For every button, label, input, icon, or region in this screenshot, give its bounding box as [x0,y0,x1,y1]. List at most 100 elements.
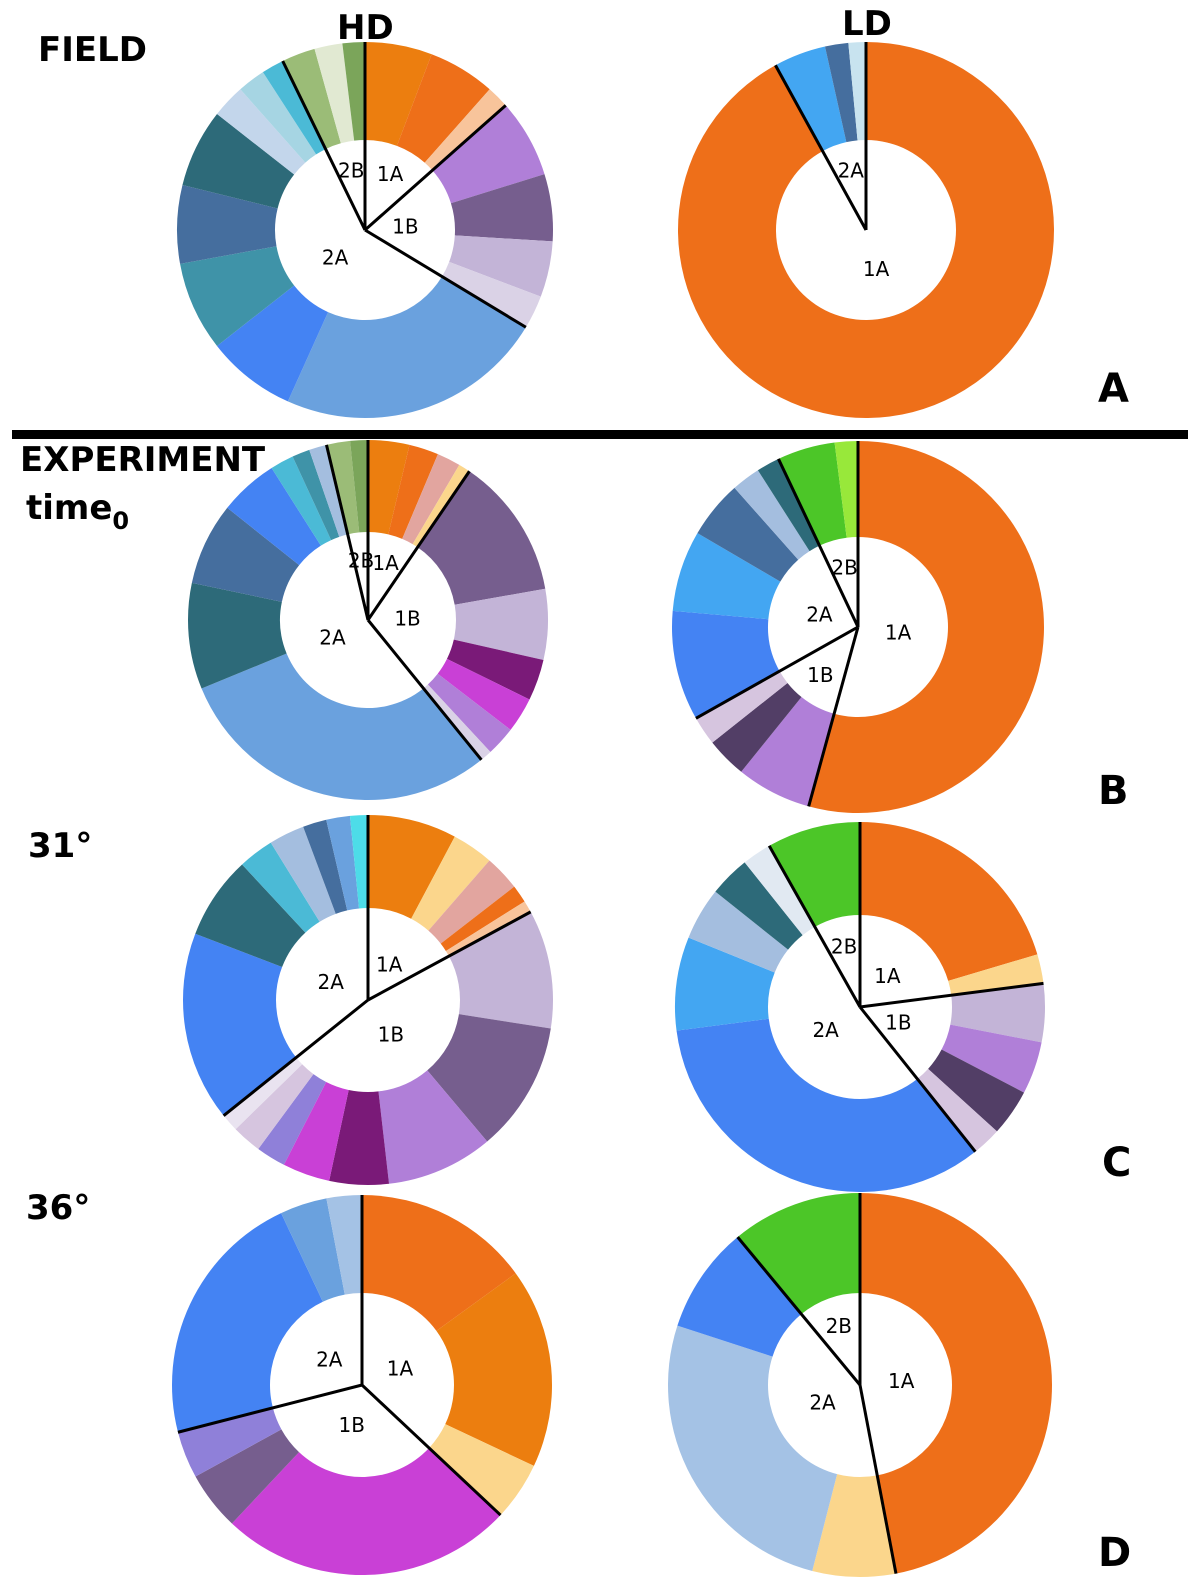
donut-slice-1a-1 [860,1193,1053,1574]
donut-slice-2a-4 [227,467,321,566]
donut-slice-1b-3 [695,671,788,743]
group-divider-line-2 [774,64,868,231]
group-label-2b: 2B [831,934,857,958]
group-label-1a: 1A [372,551,399,575]
donut-slice-1b-4 [442,261,541,328]
group-label-1b: 1B [378,1022,404,1046]
donut-slice-2a-5 [182,114,295,209]
donut-slice-1b-2 [453,588,548,661]
donut-slice-1b-2 [941,1024,1042,1093]
donut-slice-2b-1 [326,440,360,535]
donut-slice-2a-7 [240,72,317,163]
donut-field-hd: 1A 1B 2A 2B [176,42,553,418]
donut-slice-1a-3 [424,89,506,171]
donut-slice-1b-6 [258,1074,327,1165]
donut-slice-2a-2 [188,582,287,689]
donut-31-hd: 1A 1B 2A [183,815,553,1185]
group-divider-line-4 [767,845,862,1008]
group-label-2a: 2A [316,1348,343,1372]
donut-slice-1b-8 [223,1057,303,1130]
donut-slice-2a-8 [262,60,326,155]
donut-slice-2a-2 [217,285,329,402]
donut-slice-1a-1 [365,42,432,146]
group-label-2b: 2B [831,555,857,579]
group-label-1a: 1A [885,620,912,644]
group-label-2a: 2A [812,1018,839,1042]
group-divider-line-3 [736,1236,862,1386]
donut-slice-1b-3 [446,639,544,700]
donut-slice-2a-1 [676,1018,976,1192]
group-label-2a: 2A [322,245,349,269]
group-divider-line-2 [367,910,532,1002]
donut-slice-2a-2 [675,937,775,1031]
group-divider-line-3 [858,1006,977,1153]
donut-slice-1b-4 [437,658,530,730]
donut-slice-1b-1 [417,471,546,605]
donut-slice-1a-3 [402,454,460,545]
donut-slice-1a-3 [428,860,515,944]
donut-slice-2a-1 [775,46,847,152]
panel-label-c: C [1102,1140,1132,1186]
group-divider-line-3 [366,619,483,761]
donut-slice-1b-5 [283,1081,349,1181]
donut-slice-1b-1 [741,697,835,807]
donut-slice-1a-1 [678,42,1054,418]
group-label-1b: 1B [885,1011,911,1035]
donut-slice-2a-2 [824,42,858,143]
row-label-experiment: EXPERIMENT [20,440,266,480]
donut-slice-2b-3 [342,42,365,141]
group-label-1a: 1A [377,162,404,186]
donut-slice-1a-3 [429,1424,534,1516]
donut-slice-2a-1 [172,1213,323,1433]
column-header-hd: HD [337,8,394,48]
donut-slice-2a-4 [176,185,278,264]
donut-slice-1b-4 [917,1068,997,1152]
donut-slice-1b-2 [450,174,553,242]
donut-slice-2a-3 [677,1237,802,1357]
donut-slice-2a-5 [271,456,332,546]
donut-slice-2a-5 [757,458,820,552]
donut-slice-1a-1 [362,1195,516,1331]
donut-slice-2a-1 [201,653,482,800]
donut-slice-2b-2 [834,441,858,538]
time-label-subscript: 0 [112,507,130,535]
donut-slice-2a-5 [303,819,348,914]
group-label-2b: 2B [338,158,364,182]
donut-slice-1b-3 [449,235,553,297]
donut-slice-2b-1 [282,48,341,150]
donut-slice-1a-1 [860,822,1038,981]
section-divider [12,430,1188,439]
donut-slice-2b-2 [314,43,355,144]
group-divider-line-2 [807,626,860,807]
donut-36-ld: 1A 2A 2B [668,1193,1053,1577]
donut-slice-1a-4 [440,886,525,952]
group-label-1a: 1A [874,964,901,988]
donut-slice-2a-4 [734,470,810,560]
donut-slice-1a-2 [388,444,438,539]
row-label-field: FIELD [38,30,147,70]
group-divider-line-4 [777,458,860,628]
group-label-2a: 2A [809,1391,836,1415]
donut-slice-2a-3 [688,891,789,973]
donut-slice-1b-1 [231,1447,501,1575]
donut-slice-2a-3 [697,487,799,582]
donut-31-ld: 1A 1B 2A 2B [675,822,1045,1192]
group-divider-line-3 [177,1383,363,1434]
donut-slice-1b-3 [928,1049,1025,1132]
donut-slice-1b-3 [177,1407,282,1477]
donut-slice-2a-6 [326,815,360,911]
panel-label-d: D [1098,1530,1132,1576]
donut-field-ld: 1A 2A [678,42,1054,418]
donut-slice-2a-1 [812,1474,896,1577]
time-label-base: time [26,488,113,528]
group-label-2a: 2A [319,625,346,649]
donut-slice-1b-2 [712,682,802,772]
donut-slice-2a-3 [848,42,866,141]
donut-slice-1b-4 [329,1089,390,1185]
donut-slice-2b-2 [350,440,368,533]
group-label-2a: 2A [806,603,833,627]
group-divider-line-4 [281,60,367,231]
donut-slice-1b-5 [427,673,511,752]
donut-slice-1a-2 [396,54,490,163]
